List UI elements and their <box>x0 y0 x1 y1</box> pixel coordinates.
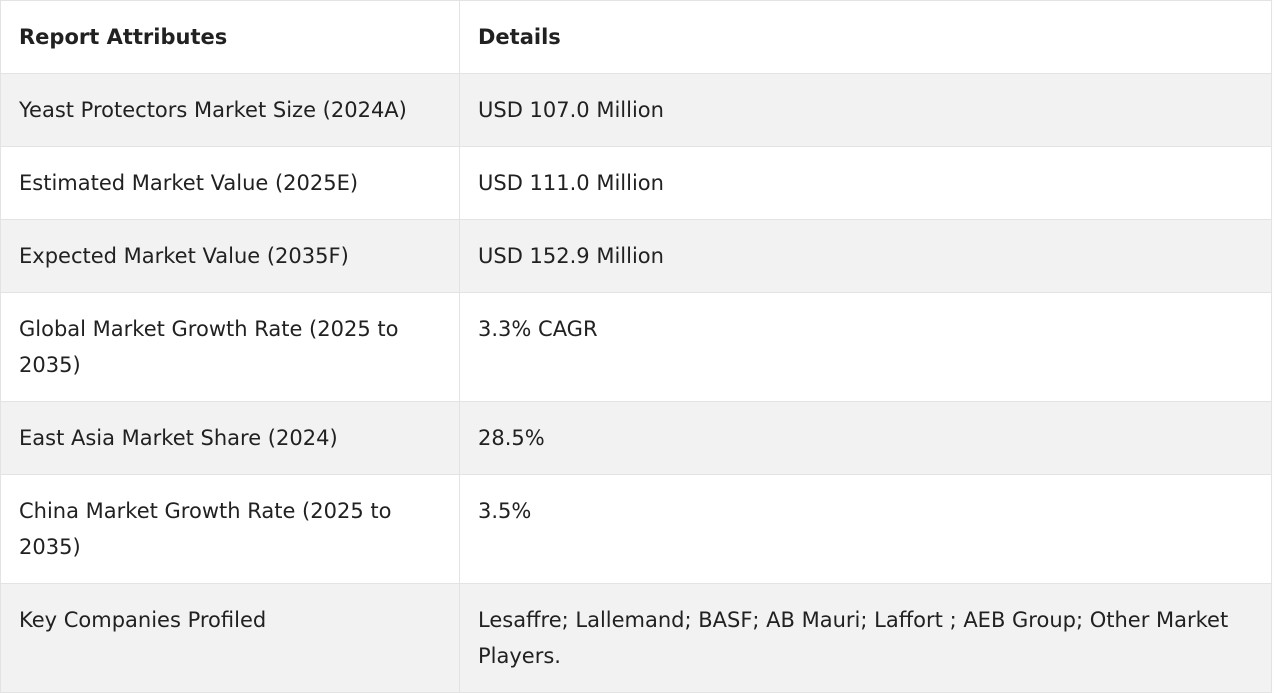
attribute-cell: East Asia Market Share (2024) <box>0 401 460 475</box>
table-row: Yeast Protectors Market Size (2024A) USD… <box>0 73 1272 147</box>
detail-cell: USD 111.0 Million <box>459 146 1272 220</box>
attribute-cell: China Market Growth Rate (2025 to 2035) <box>0 474 460 584</box>
attribute-cell: Global Market Growth Rate (2025 to 2035) <box>0 292 460 402</box>
detail-cell: 28.5% <box>459 401 1272 475</box>
table-row: China Market Growth Rate (2025 to 2035) … <box>0 474 1272 584</box>
table-row: Expected Market Value (2035F) USD 152.9 … <box>0 219 1272 293</box>
detail-cell: USD 107.0 Million <box>459 73 1272 147</box>
detail-cell: USD 152.9 Million <box>459 219 1272 293</box>
detail-cell: 3.3% CAGR <box>459 292 1272 402</box>
attribute-cell: Estimated Market Value (2025E) <box>0 146 460 220</box>
table-row: Key Companies Profiled Lesaffre; Lallema… <box>0 583 1272 693</box>
detail-cell: 3.5% <box>459 474 1272 584</box>
header-details: Details <box>459 0 1272 74</box>
attribute-cell: Key Companies Profiled <box>0 583 460 693</box>
attribute-cell: Expected Market Value (2035F) <box>0 219 460 293</box>
table-row: Estimated Market Value (2025E) USD 111.0… <box>0 146 1272 220</box>
detail-cell: Lesaffre; Lallemand; BASF; AB Mauri; Laf… <box>459 583 1272 693</box>
table-row: Global Market Growth Rate (2025 to 2035)… <box>0 292 1272 402</box>
header-report-attributes: Report Attributes <box>0 0 460 74</box>
table-header-row: Report Attributes Details <box>0 0 1272 74</box>
attribute-cell: Yeast Protectors Market Size (2024A) <box>0 73 460 147</box>
table-row: East Asia Market Share (2024) 28.5% <box>0 401 1272 475</box>
